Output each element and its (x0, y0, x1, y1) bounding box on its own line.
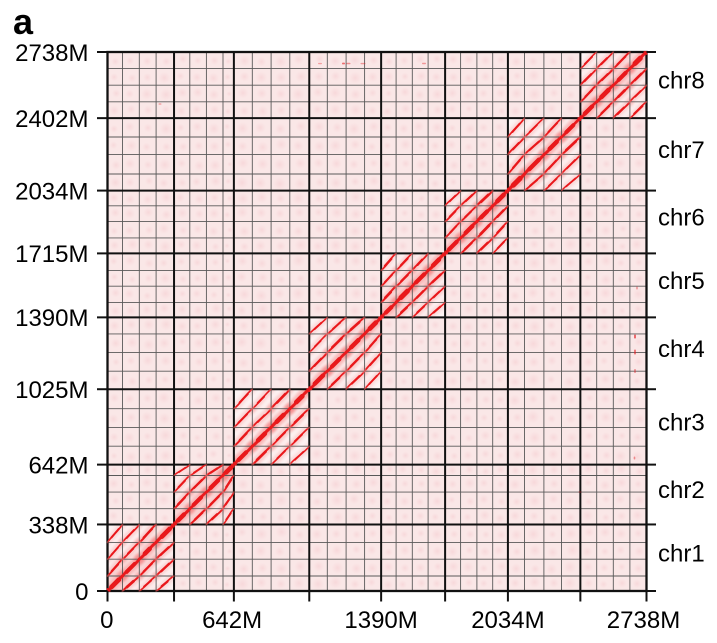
svg-text:chr8: chr8 (658, 68, 705, 95)
svg-text:1715M: 1715M (15, 241, 88, 268)
svg-text:1390M: 1390M (15, 305, 88, 332)
svg-text:2402M: 2402M (15, 106, 88, 133)
svg-text:a: a (13, 1, 34, 42)
svg-text:0: 0 (100, 607, 113, 634)
svg-text:chr3: chr3 (658, 410, 705, 437)
svg-text:642M: 642M (28, 452, 88, 479)
svg-text:2034M: 2034M (471, 607, 544, 634)
svg-text:2034M: 2034M (15, 178, 88, 205)
svg-text:338M: 338M (28, 512, 88, 539)
svg-text:642M: 642M (202, 607, 262, 634)
svg-text:1390M: 1390M (344, 607, 417, 634)
svg-text:chr1: chr1 (658, 540, 705, 567)
svg-text:chr4: chr4 (658, 336, 705, 363)
svg-text:chr2: chr2 (658, 477, 705, 504)
svg-text:chr5: chr5 (658, 268, 705, 295)
svg-text:2738M: 2738M (15, 40, 88, 67)
svg-text:1025M: 1025M (15, 377, 88, 404)
svg-text:chr6: chr6 (658, 205, 705, 232)
svg-text:0: 0 (75, 579, 88, 606)
svg-text:2738M: 2738M (607, 607, 680, 634)
svg-text:chr7: chr7 (658, 137, 705, 164)
